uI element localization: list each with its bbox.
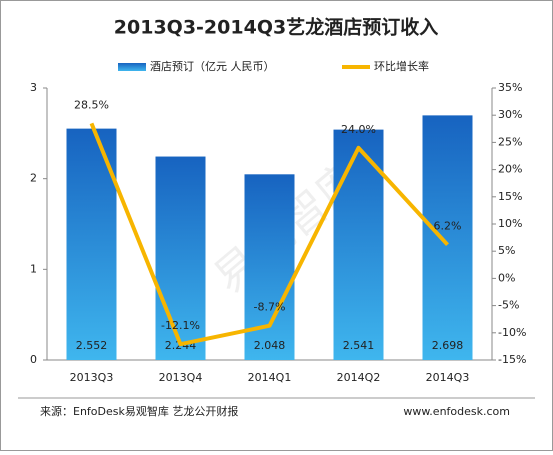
bar-value-label: 2.698 xyxy=(432,339,464,352)
y2-tick-label: 0% xyxy=(498,271,515,284)
y-tick-label: 3 xyxy=(30,81,37,94)
x-tick-label: 2013Q4 xyxy=(159,371,203,384)
legend-swatch xyxy=(118,63,146,71)
bar-value-label: 2.048 xyxy=(254,339,286,352)
line-value-label: -8.7% xyxy=(254,301,286,314)
line-value-label: 24.0% xyxy=(341,123,376,136)
y2-tick-label: 5% xyxy=(498,244,515,257)
legend-label: 环比增长率 xyxy=(374,59,429,73)
y2-tick-label: 30% xyxy=(498,108,522,121)
bar xyxy=(244,174,295,360)
y-tick-label: 1 xyxy=(30,262,37,275)
website: www.enfodesk.com xyxy=(403,405,510,418)
x-tick-label: 2014Q2 xyxy=(337,371,381,384)
y2-tick-label: -5% xyxy=(498,299,519,312)
x-tick-label: 2014Q3 xyxy=(426,371,470,384)
chart-title: 2013Q3-2014Q3艺龙酒店预订收入 xyxy=(114,16,438,39)
y2-tick-label: 10% xyxy=(498,217,522,230)
line xyxy=(89,122,449,347)
y2-tick-label: 15% xyxy=(498,190,522,203)
y-tick-label: 0 xyxy=(30,353,37,366)
source: 来源：EnfoDesk易观智库 艺龙公开财报 xyxy=(40,404,238,418)
y2-tick-label: -10% xyxy=(498,326,526,339)
bar-value-label: 2.552 xyxy=(76,339,108,352)
x-tick-label: 2014Q1 xyxy=(248,371,292,384)
line-value-label: 6.2% xyxy=(434,220,462,233)
x-tick-label: 2013Q3 xyxy=(70,371,114,384)
y2-tick-label: 35% xyxy=(498,81,522,94)
y2-tick-label: -15% xyxy=(498,353,526,366)
bar-value-label: 2.541 xyxy=(343,339,375,352)
line-value-label: -12.1% xyxy=(161,319,200,332)
bar xyxy=(155,156,206,360)
line-value-label: 28.5% xyxy=(74,98,109,111)
bar xyxy=(422,115,473,360)
y2-tick-label: 25% xyxy=(498,135,522,148)
y-tick-label: 2 xyxy=(30,172,37,185)
y2-tick-label: 20% xyxy=(498,163,522,176)
legend-label: 酒店预订（亿元 人民币） xyxy=(150,59,275,73)
